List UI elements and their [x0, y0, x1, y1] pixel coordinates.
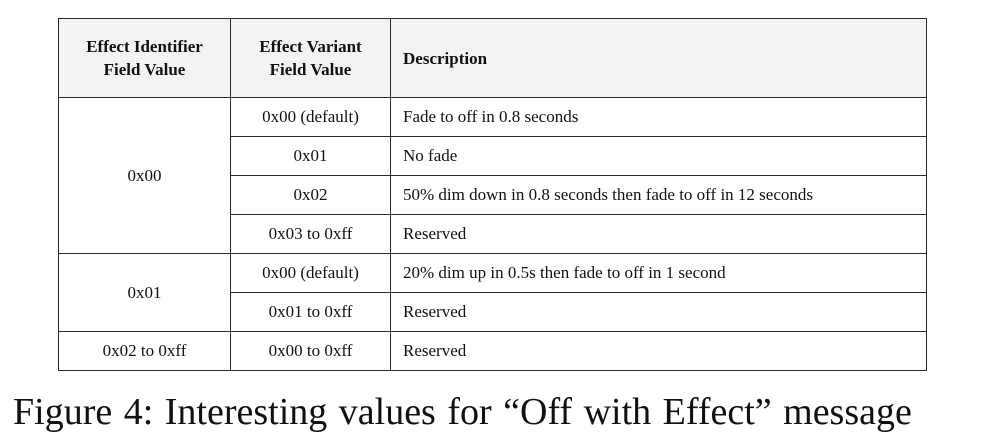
- identifier-cell: 0x01: [58, 253, 231, 332]
- description-cell: Reserved: [390, 214, 927, 254]
- table-body: 0x00 0x00 (default) Fade to off in 0.8 s…: [58, 97, 927, 371]
- variant-cell: 0x03 to 0xff: [230, 214, 391, 254]
- variant-cell: 0x00 (default): [230, 97, 391, 137]
- table-row: 0x02 to 0xff 0x00 to 0xff Reserved: [58, 331, 927, 371]
- description-cell: Reserved: [390, 292, 927, 332]
- header-effect-identifier-line1: Effect Identifier: [86, 37, 203, 56]
- table-row: 0x00 0x00 (default) Fade to off in 0.8 s…: [58, 97, 927, 254]
- description-cell: Reserved: [390, 331, 927, 371]
- variant-cell: 0x00 (default): [230, 253, 391, 293]
- identifier-cell: 0x00: [58, 97, 231, 254]
- variant-cell: 0x00 to 0xff: [230, 331, 391, 371]
- table-row: 0x01 No fade: [59, 136, 927, 176]
- header-description: Description: [390, 18, 927, 98]
- description-cell: 50% dim down in 0.8 seconds then fade to…: [390, 175, 927, 215]
- table-header: Effect Identifier Field Value Effect Var…: [58, 18, 927, 98]
- variant-cell: 0x01 to 0xff: [230, 292, 391, 332]
- table-row: 0x03 to 0xff Reserved: [59, 214, 927, 254]
- identifier-cell: 0x02 to 0xff: [58, 331, 231, 371]
- effect-values-table: Effect Identifier Field Value Effect Var…: [58, 18, 927, 371]
- table-row: 0x02 50% dim down in 0.8 seconds then fa…: [59, 175, 927, 215]
- table-row: 0x01 0x00 (default) 20% dim up in 0.5s t…: [58, 253, 927, 332]
- header-effect-variant: Effect Variant Field Value: [230, 18, 391, 98]
- figure-caption: Figure 4: Interesting values for “Off wi…: [13, 391, 912, 433]
- header-effect-identifier: Effect Identifier Field Value: [58, 18, 231, 98]
- header-effect-identifier-line2: Field Value: [103, 60, 186, 79]
- description-cell: 20% dim up in 0.5s then fade to off in 1…: [390, 253, 927, 293]
- header-effect-variant-line1: Effect Variant: [259, 37, 362, 56]
- variant-cell: 0x02: [230, 175, 391, 215]
- table-row: 0x01 to 0xff Reserved: [59, 292, 927, 332]
- effect-values-table-container: Effect Identifier Field Value Effect Var…: [58, 18, 927, 371]
- description-cell: No fade: [390, 136, 927, 176]
- description-cell: Fade to off in 0.8 seconds: [390, 97, 927, 137]
- header-row: Effect Identifier Field Value Effect Var…: [58, 18, 927, 98]
- variant-cell: 0x01: [230, 136, 391, 176]
- header-effect-variant-line2: Field Value: [269, 60, 352, 79]
